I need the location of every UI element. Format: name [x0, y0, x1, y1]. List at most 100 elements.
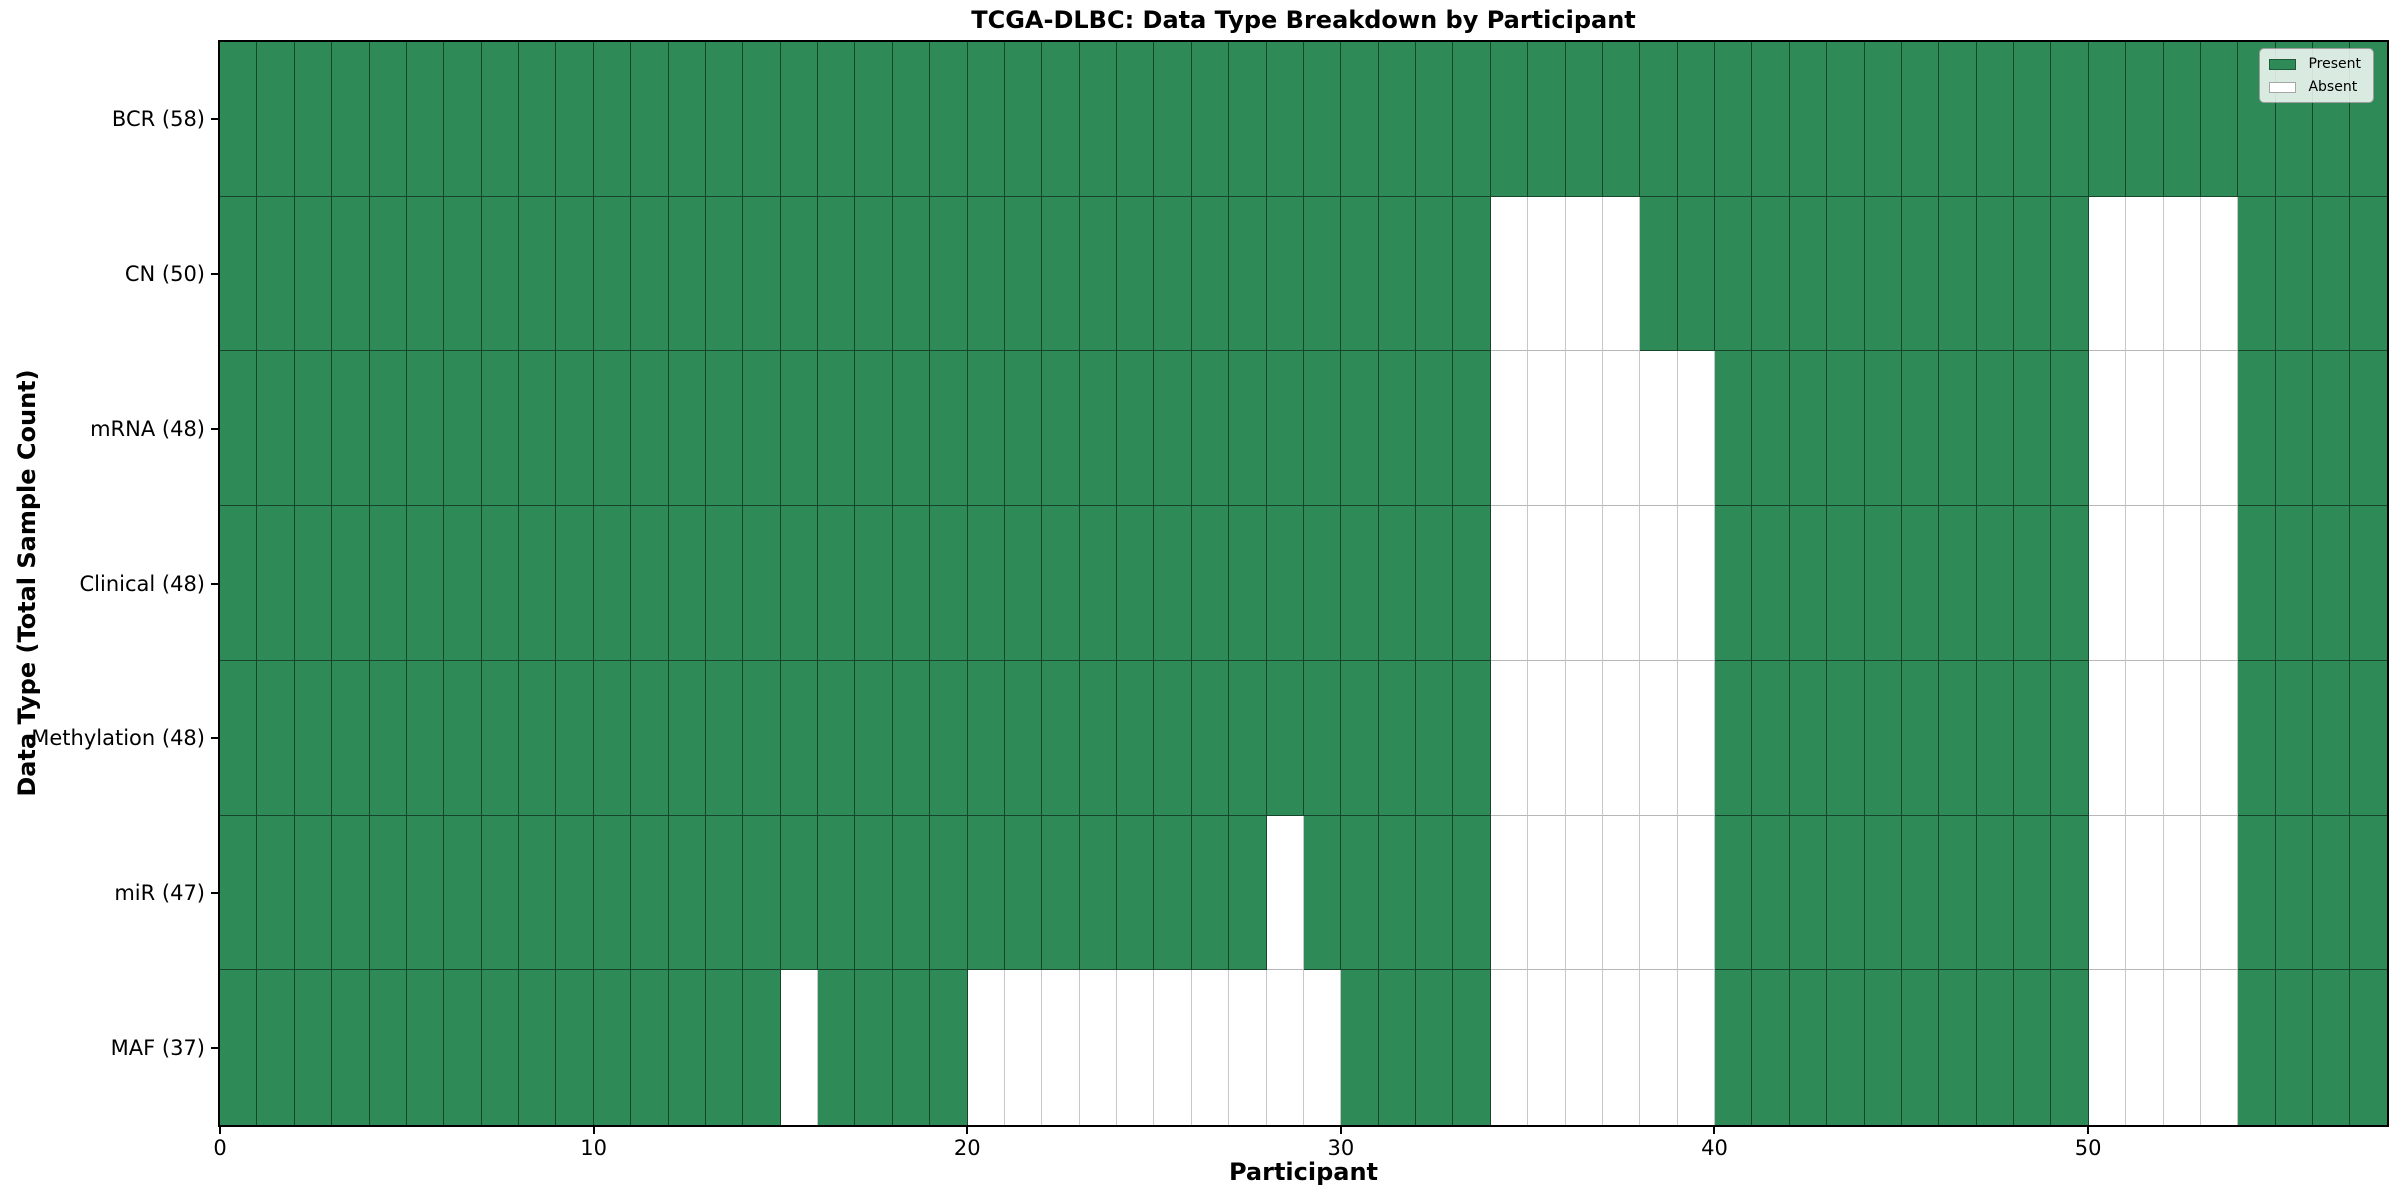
- heatmap-cell: [1901, 42, 1940, 197]
- heatmap-cell: [668, 42, 706, 197]
- heatmap-cell: [1640, 351, 1678, 507]
- heatmap-cell: [1266, 42, 1304, 197]
- heatmap-cell: [1939, 42, 1977, 197]
- heatmap-cell: [1901, 970, 1940, 1126]
- heatmap-cell: [1565, 970, 1603, 1126]
- heatmap-cell: [2014, 42, 2052, 197]
- heatmap-cell: [257, 660, 295, 816]
- heatmap-cell: [780, 351, 818, 507]
- heatmap-cell: [556, 660, 594, 816]
- heatmap-cell: [2126, 815, 2164, 971]
- y-tick-mark: [211, 582, 218, 585]
- heatmap-cell: [332, 970, 370, 1126]
- x-tick-text: 40: [1701, 1136, 1728, 1160]
- heatmap-cell: [2088, 815, 2127, 971]
- heatmap-cell: [1416, 660, 1454, 816]
- heatmap-cell: [1303, 506, 1342, 661]
- heatmap-cell: [220, 506, 258, 661]
- heatmap-cell: [1341, 660, 1379, 816]
- heatmap-cell: [743, 506, 781, 661]
- heatmap-cell: [1901, 351, 1940, 507]
- y-tick-label-CN: CN (50): [0, 197, 218, 352]
- heatmap-cell: [2200, 815, 2239, 971]
- heatmap-cell: [1416, 196, 1454, 352]
- heatmap-cell: [1939, 196, 1977, 352]
- heatmap-cell: [1715, 351, 1753, 507]
- y-tick-text: MAF (37): [110, 1035, 205, 1060]
- y-tick-label-mRNA: mRNA (48): [0, 351, 218, 506]
- heatmap-cell: [780, 660, 818, 816]
- heatmap-cell: [444, 351, 482, 507]
- heatmap-cell: [2313, 506, 2351, 661]
- heatmap-row-Clinical: [220, 506, 2387, 661]
- heatmap-cell: [369, 660, 407, 816]
- heatmap-cell: [2350, 196, 2387, 352]
- heatmap-cell: [294, 970, 333, 1126]
- heatmap-cell: [1004, 970, 1043, 1126]
- heatmap-cell: [1565, 196, 1603, 352]
- heatmap-cell: [855, 815, 893, 971]
- heatmap-cell: [1303, 42, 1342, 197]
- heatmap-cell: [2051, 815, 2089, 971]
- legend-entry-absent: Absent: [2269, 79, 2361, 95]
- heatmap-cell: [294, 815, 333, 971]
- heatmap-cell: [220, 42, 258, 197]
- heatmap-cell: [2275, 815, 2313, 971]
- heatmap-cell: [332, 660, 370, 816]
- heatmap-cell: [2200, 42, 2239, 197]
- heatmap-row-BCR: [220, 42, 2387, 197]
- heatmap-cell: [2313, 660, 2351, 816]
- heatmap-cell: [1341, 351, 1379, 507]
- heatmap-cell: [2313, 815, 2351, 971]
- heatmap-cell: [1079, 506, 1117, 661]
- heatmap-cell: [1117, 351, 1155, 507]
- heatmap-cell: [1079, 970, 1117, 1126]
- heatmap-cell: [1939, 506, 1977, 661]
- heatmap-cell: [519, 42, 557, 197]
- heatmap-cell: [1602, 660, 1641, 816]
- x-axis-label: Participant: [1228, 1158, 1379, 1186]
- heatmap-cell: [2014, 815, 2052, 971]
- heatmap-cell: [892, 42, 931, 197]
- heatmap-cell: [1079, 42, 1117, 197]
- heatmap-cell: [1004, 815, 1043, 971]
- heatmap-cell: [743, 970, 781, 1126]
- heatmap-cell: [1079, 351, 1117, 507]
- heatmap-cell: [705, 815, 744, 971]
- heatmap-cell: [1827, 506, 1865, 661]
- heatmap-cell: [1154, 351, 1192, 507]
- y-tick-text: Clinical (48): [79, 571, 205, 596]
- heatmap-cell: [406, 506, 445, 661]
- heatmap-cell: [930, 970, 968, 1126]
- heatmap-cell: [519, 351, 557, 507]
- heatmap-cell: [668, 351, 706, 507]
- heatmap-cell: [1266, 970, 1304, 1126]
- x-tick-mark: [966, 1127, 969, 1134]
- heatmap-cell: [1976, 660, 2014, 816]
- heatmap-cell: [294, 351, 333, 507]
- heatmap-cell: [1565, 815, 1603, 971]
- heatmap-cell: [818, 506, 856, 661]
- heatmap-cell: [257, 815, 295, 971]
- heatmap-cell: [1752, 660, 1790, 816]
- heatmap-cell: [1827, 660, 1865, 816]
- heatmap-cell: [1004, 196, 1043, 352]
- heatmap-cell: [1453, 815, 1491, 971]
- heatmap-cell: [1677, 351, 1715, 507]
- heatmap-cell: [1416, 970, 1454, 1126]
- heatmap-cell: [2163, 351, 2201, 507]
- heatmap-cell: [1565, 660, 1603, 816]
- heatmap-cell: [2126, 42, 2164, 197]
- x-tick-text: 0: [213, 1136, 227, 1160]
- y-tick-mark: [211, 891, 218, 894]
- heatmap-cell: [1528, 970, 1566, 1126]
- x-tick-text: 30: [1327, 1136, 1355, 1160]
- heatmap-cell: [2051, 660, 2089, 816]
- heatmap-cell: [1303, 196, 1342, 352]
- heatmap-cell: [967, 506, 1005, 661]
- heatmap-cell: [930, 660, 968, 816]
- y-tick-text: miR (47): [114, 880, 205, 905]
- heatmap-cell: [220, 196, 258, 352]
- heatmap-cell: [2350, 815, 2387, 971]
- x-tick-text: 20: [953, 1136, 981, 1160]
